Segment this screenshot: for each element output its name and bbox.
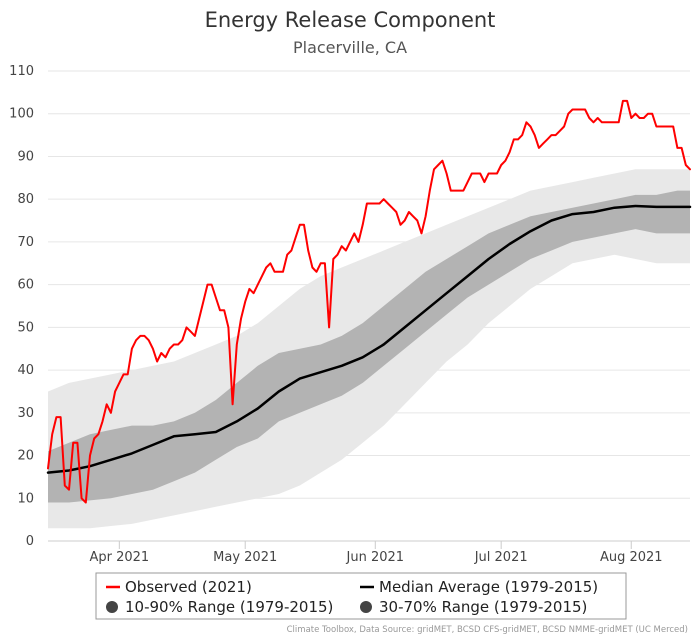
range-bands (48, 169, 690, 529)
y-axis: 0 10 20 30 40 50 60 70 80 90 100 110 (9, 64, 34, 549)
legend-label-range-10-90: 10-90% Range (1979-2015) (125, 598, 333, 616)
y-tick-label: 100 (9, 107, 34, 122)
x-tick-label: Apr 2021 (89, 550, 149, 565)
band-30-70-range-1979-2015 (48, 190, 690, 503)
legend-item-observed[interactable]: Observed (2021) (106, 578, 252, 596)
legend-item-range-10-90[interactable]: 10-90% Range (1979-2015) (106, 598, 333, 616)
y-tick-label: 0 (26, 534, 34, 549)
y-tick-label: 70 (17, 235, 34, 250)
series-lines (46, 99, 692, 504)
y-tick-label: 80 (17, 192, 34, 207)
credit-text: Climate Toolbox, Data Source: gridMET, B… (287, 625, 688, 635)
series-line-observed-2021 (47, 99, 691, 504)
y-tick-label: 40 (17, 363, 34, 378)
x-tick-label: Jul 2021 (474, 550, 528, 565)
y-tick-label: 30 (17, 406, 34, 421)
legend-symbol-range-30-70 (360, 601, 372, 613)
chart-title: Energy Release Component (205, 8, 496, 32)
x-tick-label: May 2021 (213, 550, 277, 565)
chart-subtitle: Placerville, CA (293, 38, 407, 57)
x-axis: Apr 2021 May 2021 Jun 2021 Jul 2021 Aug 2021 (48, 540, 690, 565)
legend-item-median[interactable]: Median Average (1979-2015) (360, 578, 598, 596)
y-tick-label: 110 (9, 64, 34, 79)
y-tick-label: 10 (17, 491, 34, 506)
y-tick-label: 60 (17, 278, 34, 293)
legend[interactable]: Observed (2021) Median Average (1979-201… (95, 572, 627, 620)
x-tick-label: Aug 2021 (600, 550, 663, 565)
legend-label-range-30-70: 30-70% Range (1979-2015) (379, 598, 587, 616)
legend-symbol-range-10-90 (106, 601, 118, 613)
series-line-median-average-1979-2015 (46, 204, 692, 474)
legend-box (95, 572, 627, 620)
y-tick-label: 50 (17, 320, 34, 335)
y-tick-label: 90 (17, 149, 34, 164)
legend-item-range-30-70[interactable]: 30-70% Range (1979-2015) (360, 598, 587, 616)
y-tick-label: 20 (17, 449, 34, 464)
legend-label-observed: Observed (2021) (125, 578, 252, 596)
x-tick-label: Jun 2021 (346, 550, 405, 565)
legend-label-median: Median Average (1979-2015) (379, 578, 598, 596)
